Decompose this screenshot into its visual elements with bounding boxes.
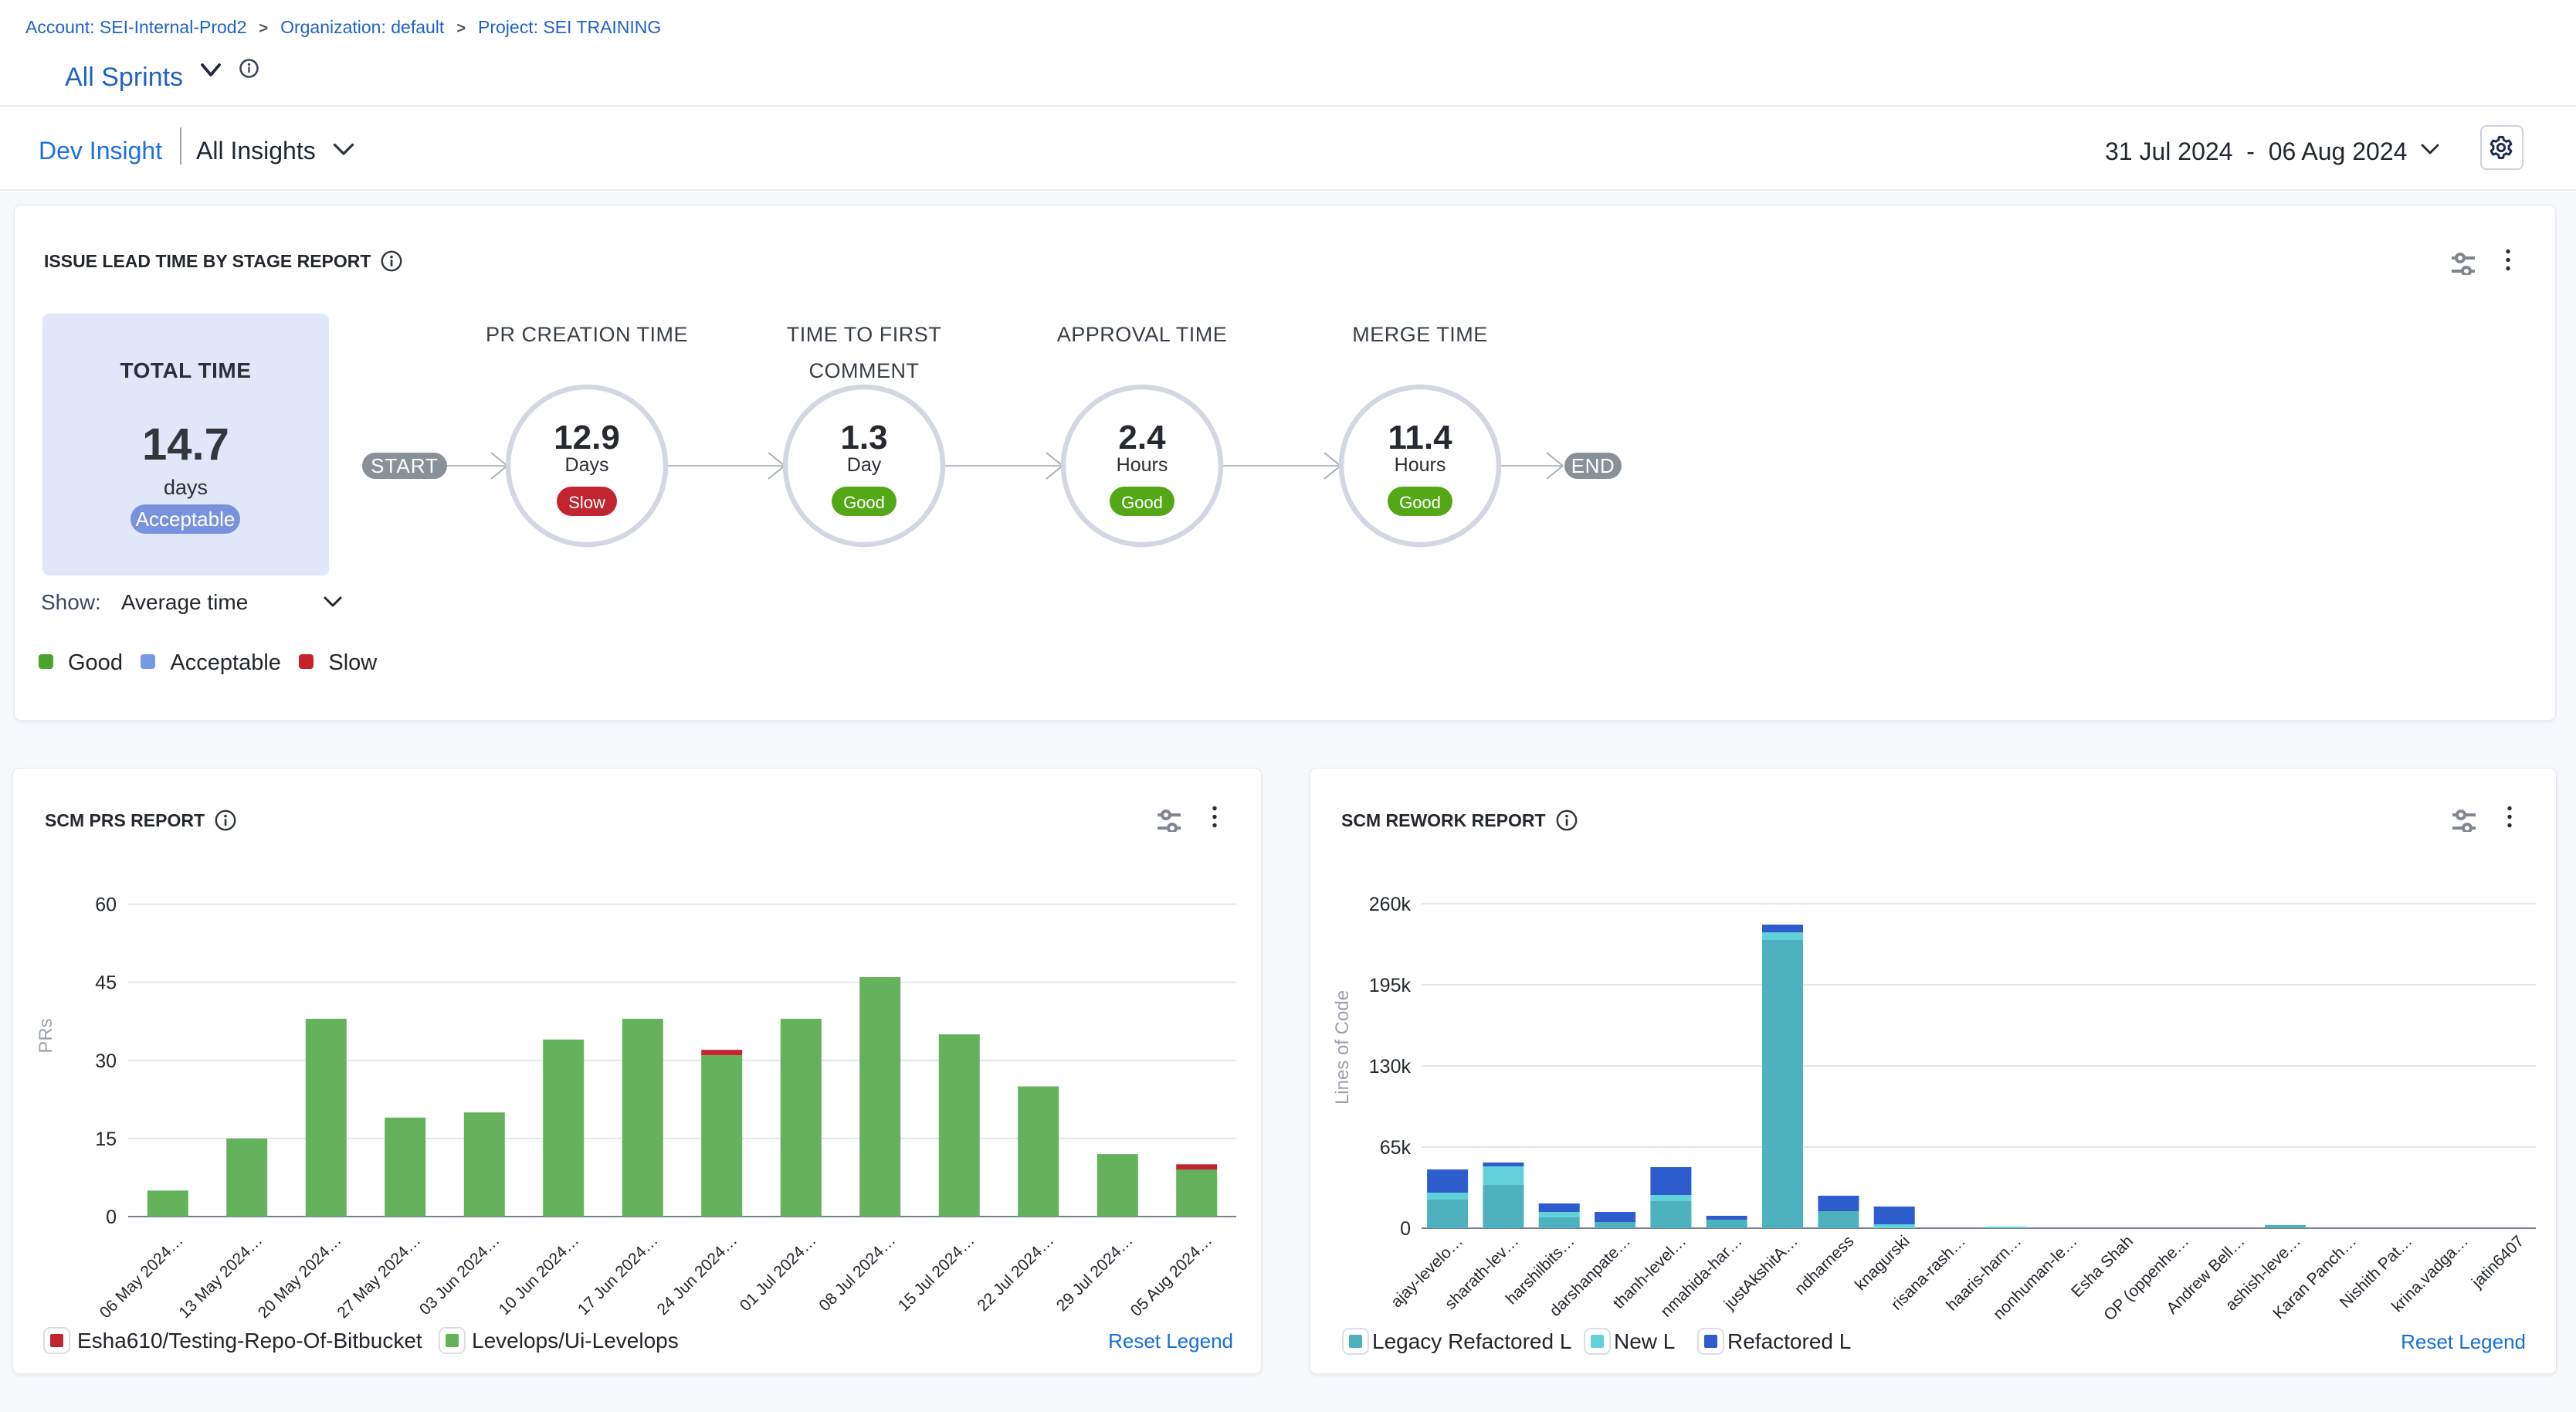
svg-text:17 Jun 2024…: 17 Jun 2024… (575, 1231, 662, 1319)
svg-text:New L: New L (1614, 1329, 1675, 1353)
svg-text:COMMENT: COMMENT (809, 359, 920, 382)
svg-text:Reset Legend: Reset Legend (1108, 1329, 1233, 1353)
svg-text:20 May 2024…: 20 May 2024… (255, 1231, 345, 1322)
svg-text:APPROVAL TIME: APPROVAL TIME (1057, 323, 1228, 346)
svg-text:15: 15 (95, 1129, 117, 1150)
svg-text:Good: Good (843, 493, 885, 512)
svg-text:27 May 2024…: 27 May 2024… (334, 1231, 424, 1322)
svg-text:22 Jul 2024…: 22 Jul 2024… (974, 1231, 1057, 1315)
svg-text:Levelops/Ui-Levelops: Levelops/Ui-Levelops (472, 1329, 679, 1353)
svg-text:Hours: Hours (1117, 454, 1168, 476)
svg-text:05 Aug 2024…: 05 Aug 2024… (1127, 1231, 1216, 1320)
svg-text:65k: 65k (1380, 1137, 1412, 1159)
svg-text:15 Jul 2024…: 15 Jul 2024… (895, 1231, 978, 1315)
svg-text:12.9: 12.9 (554, 419, 620, 457)
svg-text:13 May 2024…: 13 May 2024… (175, 1231, 266, 1322)
svg-text:10 Jun 2024…: 10 Jun 2024… (495, 1231, 582, 1319)
svg-text:195k: 195k (1369, 975, 1412, 996)
svg-text:Hours: Hours (1395, 454, 1446, 476)
svg-text:60: 60 (95, 894, 117, 916)
svg-text:06 May 2024…: 06 May 2024… (97, 1231, 187, 1322)
svg-text:Refactored L: Refactored L (1727, 1329, 1851, 1353)
svg-text:30: 30 (95, 1051, 117, 1072)
svg-text:0: 0 (106, 1207, 117, 1228)
svg-text:Reset Legend: Reset Legend (2401, 1330, 2526, 1353)
svg-text:Good: Good (1399, 493, 1441, 512)
svg-text:11.4: 11.4 (1388, 419, 1452, 457)
svg-text:01 Jul 2024…: 01 Jul 2024… (737, 1231, 820, 1315)
svg-text:TIME TO FIRST: TIME TO FIRST (787, 323, 942, 346)
svg-text:260k: 260k (1369, 894, 1412, 915)
svg-text:2.4: 2.4 (1118, 419, 1166, 457)
svg-text:24 Jun 2024…: 24 Jun 2024… (653, 1231, 741, 1319)
svg-text:Day: Day (847, 454, 882, 476)
svg-text:PR CREATION TIME: PR CREATION TIME (486, 323, 688, 346)
svg-text:03 Jun 2024…: 03 Jun 2024… (416, 1231, 503, 1319)
svg-text:MERGE TIME: MERGE TIME (1352, 323, 1488, 346)
svg-text:END: END (1571, 454, 1615, 477)
svg-text:45: 45 (95, 972, 117, 994)
svg-text:Esha610/Testing-Repo-Of-Bitbuc: Esha610/Testing-Repo-Of-Bitbucket (77, 1329, 422, 1353)
svg-text:ndharness: ndharness (1791, 1232, 1858, 1298)
svg-text:0: 0 (1400, 1218, 1411, 1240)
svg-text:Days: Days (565, 454, 609, 476)
svg-text:130k: 130k (1369, 1056, 1412, 1078)
svg-text:Legacy Refactored L: Legacy Refactored L (1372, 1329, 1571, 1353)
svg-text:START: START (371, 454, 439, 477)
svg-text:PRs: PRs (36, 1018, 56, 1053)
svg-text:29 Jul 2024…: 29 Jul 2024… (1053, 1231, 1137, 1315)
svg-text:jatin6407: jatin6407 (2468, 1232, 2527, 1292)
svg-text:Good: Good (1121, 493, 1163, 512)
svg-text:08 Jul 2024…: 08 Jul 2024… (815, 1231, 899, 1315)
svg-text:1.3: 1.3 (840, 419, 887, 457)
svg-text:Lines of Code: Lines of Code (1332, 990, 1353, 1105)
svg-text:Slow: Slow (568, 493, 605, 512)
